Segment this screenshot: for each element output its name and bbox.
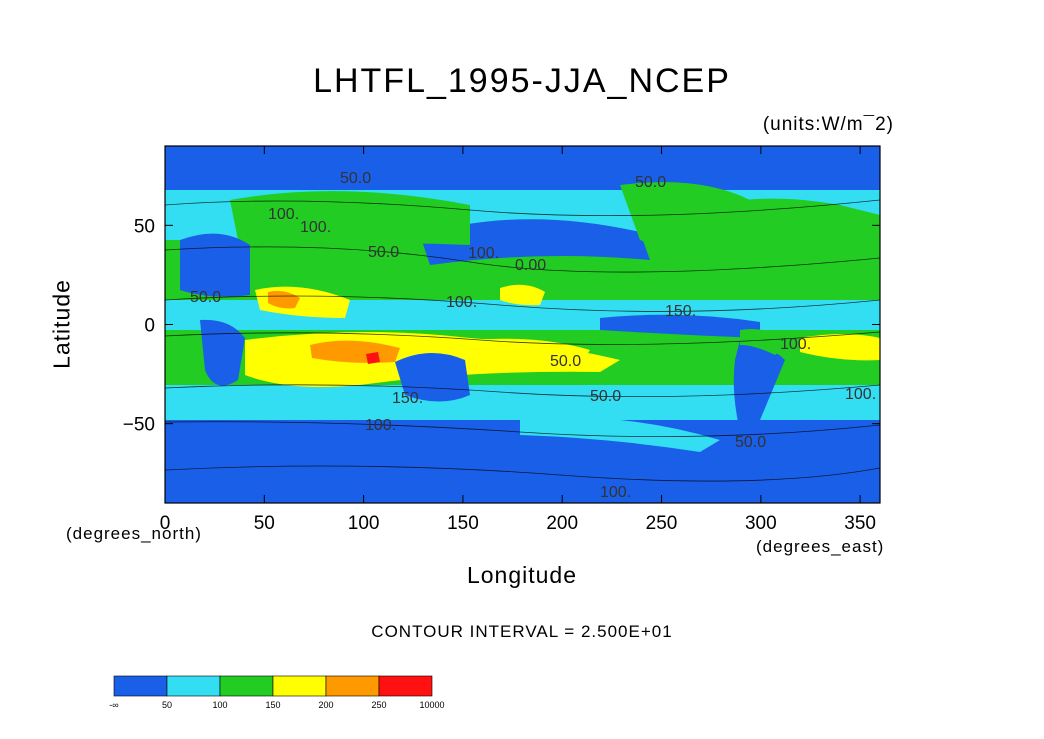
x-tick-label: 100 bbox=[348, 513, 380, 534]
east-pacific-cool bbox=[600, 314, 760, 338]
contour-label: 100. bbox=[600, 484, 631, 501]
contour-line-5 bbox=[165, 384, 880, 398]
contour-label: 100. bbox=[365, 417, 396, 434]
contour-label: 150. bbox=[665, 303, 696, 320]
contour-label: 50.0 bbox=[368, 244, 399, 261]
units-label: (units:W/m¯2) bbox=[762, 114, 894, 135]
australia-land bbox=[395, 352, 470, 402]
contour-label: 50.0 bbox=[340, 170, 371, 187]
contour-label: 100. bbox=[268, 206, 299, 223]
colorbar-box bbox=[378, 675, 433, 697]
contour-line-6 bbox=[165, 421, 880, 438]
heatmap-field bbox=[165, 146, 880, 503]
contour-label: 100. bbox=[468, 245, 499, 262]
colorbar-box bbox=[219, 675, 274, 697]
south-pacific-yellow bbox=[470, 338, 590, 365]
contour-label: 50.0 bbox=[635, 174, 666, 191]
chart-title: LHTFL_1995-JJA_NCEP bbox=[313, 62, 731, 100]
north-pacific-cool bbox=[420, 219, 650, 265]
colorbar-label: 100 bbox=[212, 700, 227, 710]
x-axis-label: Longitude bbox=[466, 562, 578, 588]
contour-interval-note: CONTOUR INTERVAL = 2.500E+01 bbox=[371, 622, 673, 641]
y-tick-label: 50 bbox=[134, 216, 155, 237]
contour-line-1 bbox=[165, 199, 880, 217]
contour-line-7 bbox=[165, 465, 880, 482]
contour-line-3 bbox=[165, 295, 880, 312]
arctic-blue bbox=[165, 146, 880, 184]
colorbar-label: 10000 bbox=[419, 700, 444, 710]
contour-lines bbox=[165, 199, 880, 482]
x-tick-label: 50 bbox=[254, 513, 275, 534]
colorbar-labels: -∞ 50 100 150 200 250 10000 bbox=[109, 700, 444, 710]
colorbar-label: 250 bbox=[371, 700, 386, 710]
y-tick-label: −50 bbox=[123, 415, 155, 436]
colorbar-label: 200 bbox=[318, 700, 333, 710]
north-pacific-yellow bbox=[500, 284, 545, 306]
eurasia-green bbox=[230, 191, 470, 250]
x-tick-label: 150 bbox=[447, 513, 479, 534]
north-america-green bbox=[620, 182, 750, 256]
contour-line-4 bbox=[165, 331, 880, 345]
contour-label: 100. bbox=[780, 336, 811, 353]
colorbar-box bbox=[272, 675, 327, 697]
contour-label: 100. bbox=[300, 219, 331, 236]
colorbar-box bbox=[113, 675, 168, 697]
contour-line-2 bbox=[165, 246, 880, 273]
south-america-green bbox=[740, 329, 790, 355]
contour-label: 50.0 bbox=[590, 388, 621, 405]
x-tick-label: 250 bbox=[646, 513, 678, 534]
y-axis-unit-note: (degrees_east) bbox=[756, 537, 885, 556]
colorbar-label: -∞ bbox=[109, 700, 118, 710]
x-tick-label: 200 bbox=[546, 513, 578, 534]
antarctic-cyan-lobe bbox=[520, 417, 720, 452]
contour-label: 100. bbox=[446, 294, 477, 311]
colorbar-boxes bbox=[113, 675, 433, 697]
colorbar-box bbox=[325, 675, 380, 697]
contour-label: 50.0 bbox=[550, 353, 581, 370]
x-ticks: 0 50 100 150 200 250 300 350 bbox=[160, 146, 876, 534]
contour-label: 50.0 bbox=[735, 434, 766, 451]
africa-land bbox=[200, 319, 245, 386]
x-tick-label: 0 bbox=[160, 513, 171, 534]
contour-label: 0.00 bbox=[515, 257, 546, 274]
y-tick-label: 0 bbox=[144, 316, 155, 337]
contour-label: 150. bbox=[392, 390, 423, 407]
colorbar-label: 150 bbox=[265, 700, 280, 710]
south-atlantic-yellow bbox=[800, 334, 880, 361]
x-axis-unit-note: (degrees_north) bbox=[66, 524, 202, 543]
contour-label: 50.0 bbox=[190, 289, 221, 306]
y-ticks: 50 0 −50 bbox=[123, 216, 880, 436]
sahara-cyan bbox=[180, 233, 250, 297]
x-tick-label: 300 bbox=[745, 513, 777, 534]
contour-label: 100. bbox=[845, 386, 876, 403]
x-tick-label: 350 bbox=[844, 513, 876, 534]
colorbar-box bbox=[166, 675, 221, 697]
south-america-land bbox=[733, 340, 785, 450]
arabian-sea-orange bbox=[268, 290, 300, 309]
indian-ocean-red bbox=[366, 352, 380, 364]
colorbar-label: 50 bbox=[162, 700, 172, 710]
